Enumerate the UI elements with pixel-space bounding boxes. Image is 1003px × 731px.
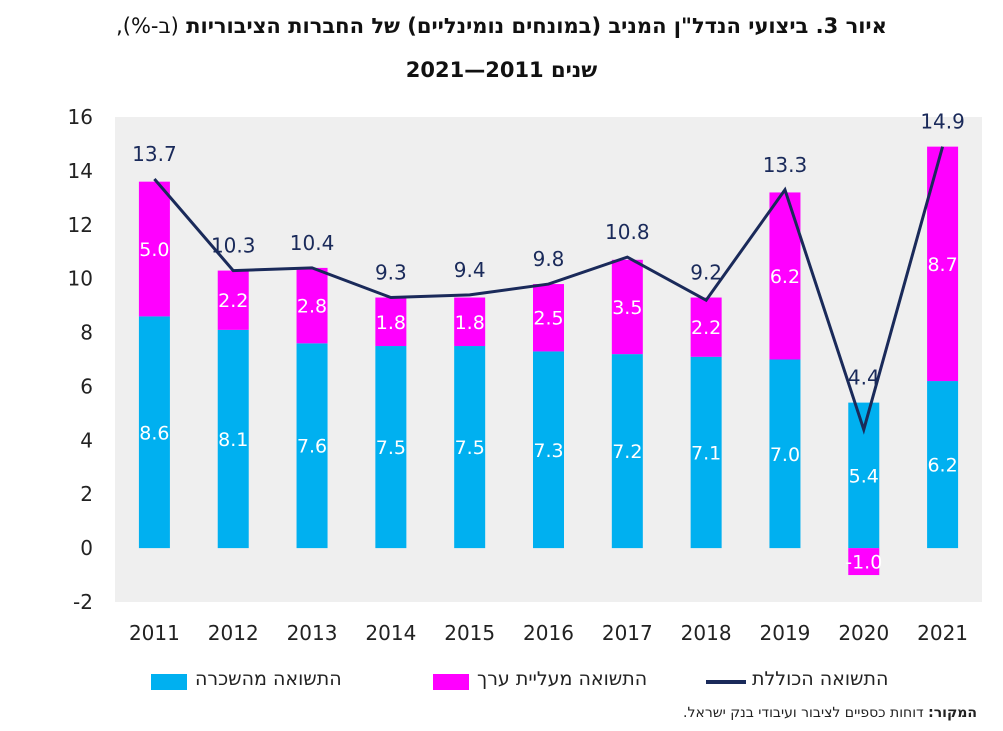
data-label-rent: 7.3 [533,440,563,462]
bar-rent [138,316,170,549]
bar-rent [454,346,486,549]
data-label-rent: 8.6 [139,422,169,444]
x-tick-label: 2015 [444,621,495,645]
legend-swatch-appreciation [433,674,469,690]
data-label-rent: 7.2 [612,441,642,463]
data-label-appreciation: 2.5 [533,308,563,330]
data-label-rent: 7.0 [770,444,800,466]
x-tick-label: 2014 [365,621,416,645]
bar-rent [611,354,643,549]
x-tick-label: 2020 [838,621,889,645]
data-label-total: 9.4 [454,258,486,282]
source-label: המקור: [928,705,977,721]
data-label-total: 14.9 [920,110,965,134]
data-label-total: 10.8 [605,220,650,244]
x-tick-label: 2011 [129,621,180,645]
source-note: המקור: דוחות כספיים לציבור ועיבודי בנק י… [683,705,977,721]
data-label-rent: 5.4 [849,465,879,487]
legend-label-total: התשואה הכוללת [752,668,889,690]
y-tick-label: 10 [68,267,93,291]
data-label-rent: 7.5 [376,437,406,459]
bar-appreciation [690,297,722,357]
y-tick-label: 16 [68,105,93,129]
data-label-appreciation: 5.0 [139,239,169,261]
y-tick-label: 6 [80,374,93,398]
x-tick-label: 2018 [681,621,732,645]
y-tick-label: -2 [73,590,93,614]
data-label-rent: 6.2 [927,455,957,477]
x-tick-label: 2017 [602,621,653,645]
bar-appreciation [375,297,407,347]
bar-rent [927,381,959,549]
series-line-total [153,146,945,435]
chart-title-unit: (ב-%), [116,14,179,38]
x-tick-label: 2013 [287,621,338,645]
bar-appreciation [296,267,328,344]
data-label-appreciation: 2.8 [297,296,327,318]
data-label-total: 10.3 [211,234,256,258]
data-label-appreciation: 1.8 [455,312,485,334]
data-label-appreciation: 8.7 [927,254,957,276]
data-label-appreciation: 1.8 [376,312,406,334]
data-label-appreciation: 3.5 [612,297,642,319]
x-tick-label: 2021 [917,621,968,645]
y-tick-label: 12 [68,213,93,237]
y-tick-label: 2 [80,482,93,506]
bar-rent [296,343,328,549]
data-label-total: 13.7 [132,142,177,166]
y-tick-label: 0 [80,536,93,560]
data-label-total: 4.4 [848,366,880,390]
y-tick-label: 4 [80,428,93,452]
data-label-appreciation: 2.2 [691,317,721,339]
x-tick-label: 2012 [208,621,259,645]
source-text: דוחות כספיים לציבור ועיבודי בנק ישראל. [683,705,924,721]
legend: התשואה מהשכרה התשואה מעליית ערך התשואה ה… [0,668,1003,694]
legend-swatch-total [706,680,746,684]
data-label-rent: 7.5 [455,437,485,459]
data-label-total: 9.8 [533,247,565,271]
bar-appreciation [848,548,880,576]
bar-appreciation [611,259,643,355]
data-label-appreciation: 6.2 [770,266,800,288]
data-label-total: 13.3 [763,153,808,177]
x-tick-label: 2019 [760,621,811,645]
bar-appreciation [217,270,249,330]
bar-rent [375,346,407,549]
chart-title-line2: שנים 2011—2021 [405,58,598,82]
data-label-total: 9.3 [375,261,407,285]
data-label-rent: 7.6 [297,436,327,458]
data-label-total: 9.2 [690,261,722,285]
legend-label-appreciation: התשואה מעליית ערך [477,668,648,690]
bar-rent [217,329,249,549]
data-label-rent: 7.1 [691,442,721,464]
bar-rent [690,356,722,549]
bar-appreciation [533,284,564,352]
bar-rent [769,359,801,549]
data-label-appreciation: -1.0 [845,552,882,574]
bar-appreciation [454,297,486,347]
legend-label-rent: התשואה מהשכרה [195,668,342,690]
data-label-rent: 8.1 [218,429,248,451]
y-tick-label: 14 [68,159,93,183]
chart-title-line1: איור 3. ביצועי הנדל"ן המניב (במונחים נומ… [0,14,1003,38]
bar-rent [533,351,564,549]
bar-appreciation [138,181,170,317]
chart-title-main: איור 3. ביצועי הנדל"ן המניב (במונחים נומ… [186,14,887,38]
y-tick-label: 8 [80,321,93,345]
data-label-total: 10.4 [290,231,335,255]
legend-swatch-rent [151,674,187,690]
data-label-appreciation: 2.2 [218,290,248,312]
x-tick-label: 2016 [523,621,574,645]
